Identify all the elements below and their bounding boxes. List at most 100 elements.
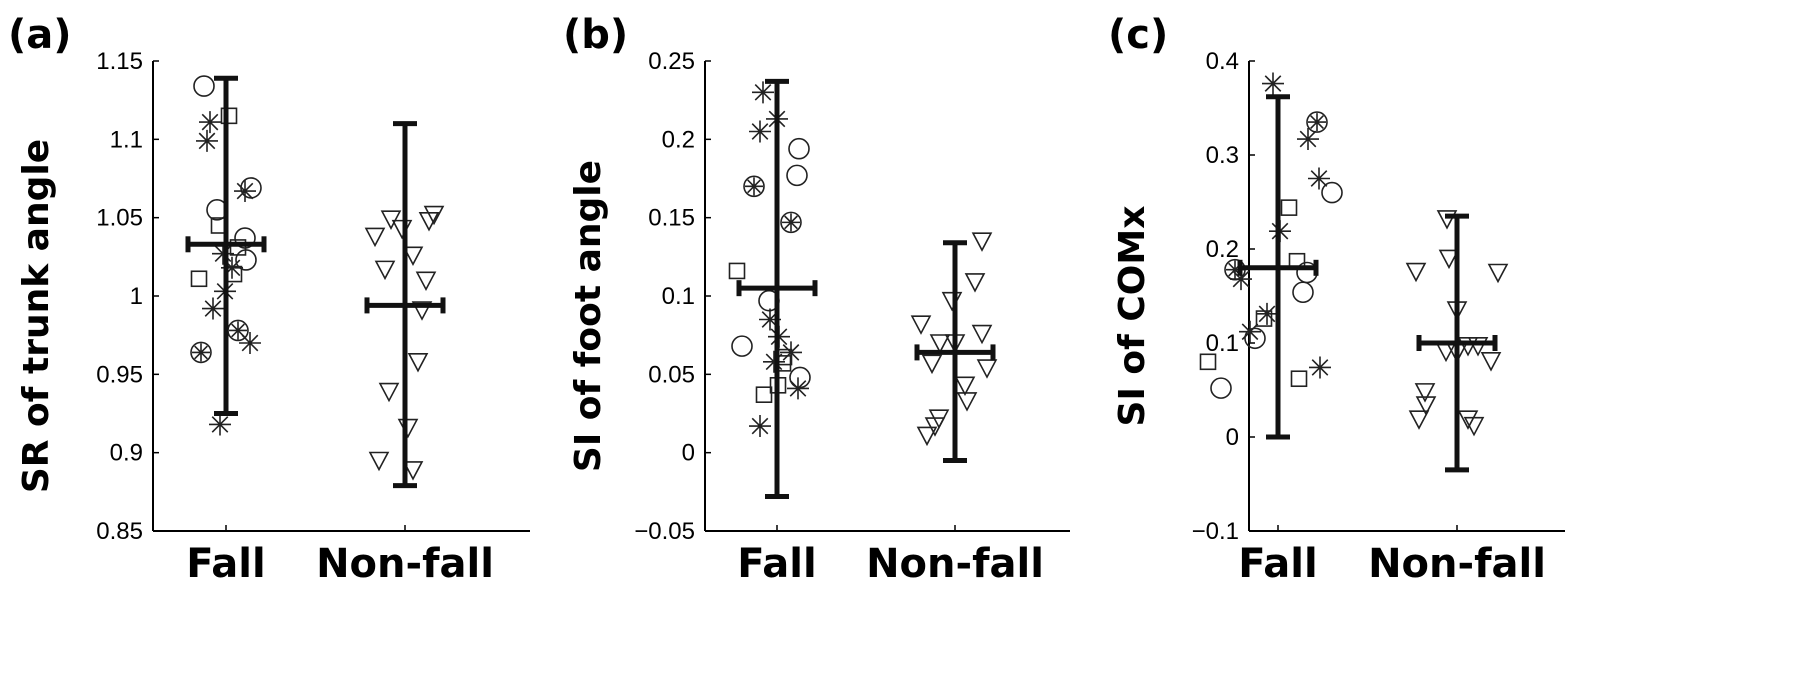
data-point-triangle-down (1414, 383, 1436, 403)
data-point-triangle-down (391, 219, 413, 240)
data-point-triangle-down (921, 354, 943, 375)
data-point-square (1280, 199, 1298, 216)
data-point-triangle-down (1408, 410, 1430, 430)
summary-non-fall (364, 121, 446, 489)
data-point-circle (1244, 327, 1266, 350)
data-point-triangle-down (378, 382, 400, 403)
data-point-triangle-down (402, 246, 424, 266)
x-category-label: Non-fall (1368, 541, 1546, 587)
y-tick-label: −0.05 (634, 518, 695, 545)
data-point-star (234, 180, 256, 203)
marker-star (229, 321, 247, 340)
marker-star (1308, 113, 1326, 132)
y-tick-label: 0.3 (1206, 142, 1239, 169)
marker-circle (743, 175, 765, 198)
data-point-circle (240, 177, 262, 199)
data-point-triangle-down (397, 418, 419, 439)
data-point-triangle-down (976, 359, 998, 379)
data-point-triangle-down (1457, 410, 1479, 430)
summary-fall (185, 75, 267, 416)
data-point-star (749, 415, 771, 438)
y-tick-label: 0.25 (648, 48, 695, 75)
data-point-square (190, 270, 208, 288)
y-tick-label: 0.85 (96, 518, 143, 545)
y-tick-label: 0 (1226, 424, 1239, 451)
panel-a: 0.85 0.9 0.95 1 1.05 1.1 1.15 Fall Non-fall SR of… (8, 12, 530, 587)
data-point-circle (1321, 181, 1343, 204)
data-point-star (787, 377, 809, 400)
y-tick-label: 1.1 (110, 126, 143, 153)
marker-star (192, 343, 210, 362)
y-tick-label: 0.05 (648, 361, 695, 388)
y-axis-title: SI of foot angle (568, 160, 609, 472)
panel-label: (b) (563, 12, 628, 58)
data-point-star (759, 308, 781, 331)
y-axis-title: SI of COMx (1112, 206, 1153, 427)
data-point-triangle-down (374, 260, 396, 281)
data-point-star (209, 413, 231, 436)
data-point-square (755, 386, 773, 404)
data-point-triangle-down (971, 324, 993, 345)
data-point-triangle-down (423, 205, 445, 226)
x-category-label: Non-fall (866, 541, 1044, 587)
data-point-circle (235, 249, 257, 271)
data-points (1199, 72, 1509, 437)
y-tick-label: 0.15 (648, 205, 695, 232)
marker-circle (1306, 111, 1328, 133)
x-category-label: Fall (1238, 541, 1317, 587)
data-point-star (1262, 72, 1284, 95)
y-tick-label: 1.15 (96, 48, 143, 75)
data-point-star (1297, 128, 1319, 151)
data-point-triangle-down (924, 417, 946, 437)
summary-non-fall (1416, 213, 1498, 473)
data-point-triangle-down (964, 273, 986, 293)
data-point-star (763, 350, 785, 373)
data-point-triangle-down (1480, 352, 1502, 372)
data-point-circle (1292, 281, 1314, 304)
data-point-circle (1210, 377, 1232, 399)
data-points (190, 75, 445, 481)
marker-star (782, 213, 800, 232)
data-point-triangle-down (380, 210, 402, 230)
data-point-triangle-down (1438, 249, 1460, 270)
data-point-triangle-down (407, 352, 429, 373)
data-point-star (221, 256, 243, 279)
summary-fall (1237, 94, 1319, 440)
data-point-square (1199, 353, 1217, 371)
data-point-star (199, 111, 221, 134)
panel-label: (c) (1108, 12, 1168, 58)
data-point-triangle-down (1405, 262, 1427, 283)
x-category-label: Non-fall (316, 541, 494, 587)
y-tick-label: 1.05 (96, 205, 143, 232)
data-point-triangle-down (411, 301, 433, 321)
data-point-star (1308, 167, 1330, 190)
y-tick-label: 0.9 (110, 440, 143, 467)
data-point-triangle-down (368, 451, 390, 472)
data-point-square (1290, 370, 1308, 388)
data-point-triangle-down (1415, 396, 1437, 416)
data-point-circle-star (190, 341, 212, 364)
data-point-triangle-down (916, 426, 938, 447)
data-point-circle (788, 137, 810, 160)
x-category-label: Fall (737, 541, 816, 587)
data-point-circle-star (1306, 111, 1328, 133)
y-tick-label: 0.1 (662, 283, 695, 310)
data-point-star (239, 332, 261, 354)
panel-c: −0.1 0 0.1 0.2 0.3 0.4 Fall Non-fall SI of COMx (… (1108, 12, 1565, 587)
data-point-triangle-down (402, 461, 424, 481)
data-point-triangle-down (941, 291, 963, 312)
data-point-square (728, 262, 746, 280)
y-axis-title: SR of trunk angle (16, 139, 57, 493)
data-point-triangle-down (929, 334, 951, 354)
data-point-triangle-down (1467, 337, 1489, 357)
marker-circle (190, 341, 212, 364)
data-point-star (196, 129, 218, 152)
y-tick-label: 0.95 (96, 361, 143, 388)
data-point-star (1239, 320, 1261, 343)
data-point-star (202, 297, 224, 320)
data-point-star (1309, 356, 1331, 379)
data-point-star (752, 81, 774, 104)
data-point-triangle-down (1487, 263, 1509, 284)
data-point-circle-star (743, 175, 765, 198)
data-point-star (1230, 268, 1252, 291)
